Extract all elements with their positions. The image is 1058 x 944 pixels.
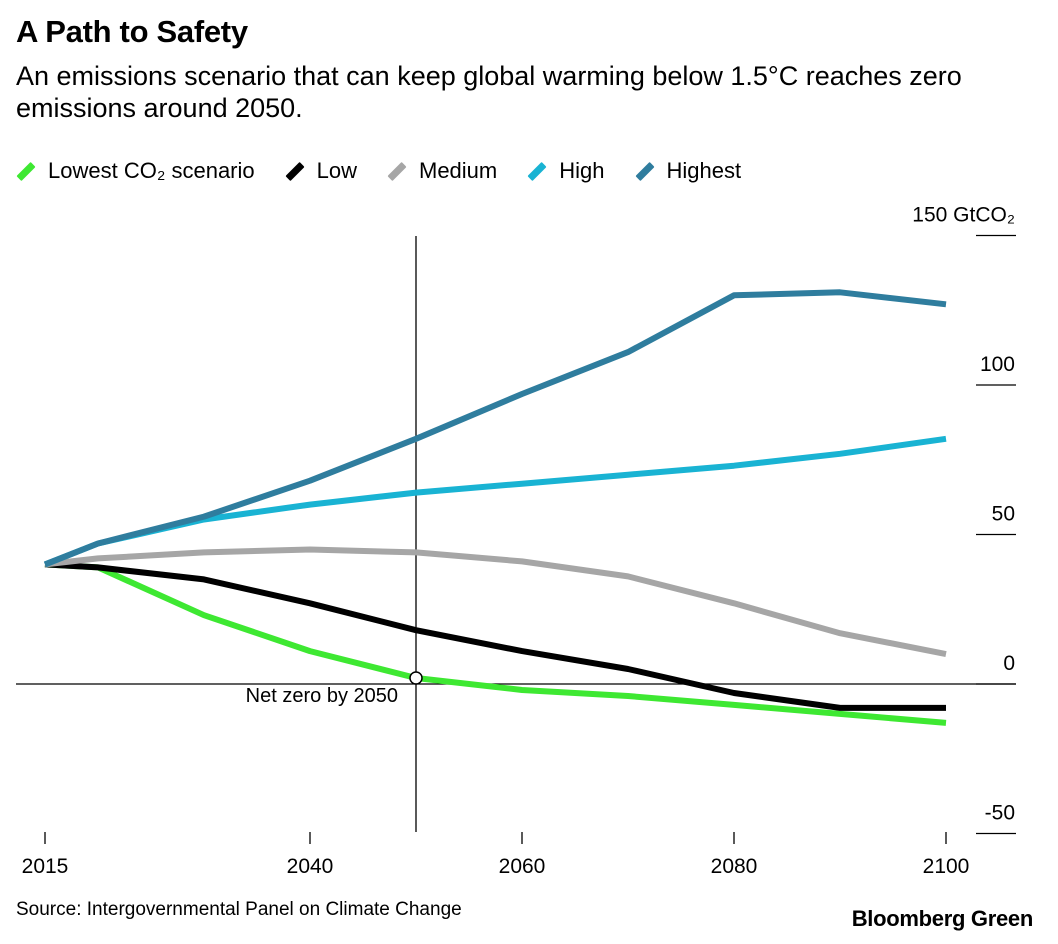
series-line-0: [44, 561, 947, 726]
x-tick-label: 2040: [287, 855, 334, 878]
chart-title: A Path to Safety: [16, 14, 248, 49]
legend-item-high: High: [527, 158, 605, 184]
y-tick-label: 50: [992, 503, 1015, 526]
y-tick-label: 0: [1003, 652, 1015, 675]
legend-item-lowest: Lowest CO₂ scenario: [16, 158, 255, 184]
series-line-3: [43, 435, 947, 568]
legend-label-lowest: Lowest CO₂ scenario: [48, 158, 255, 183]
series-line-2: [44, 546, 947, 658]
legend-item-highest: Highest: [634, 158, 742, 184]
source-note: Source: Intergovernmental Panel on Clima…: [16, 899, 462, 920]
legend-item-medium: Medium: [387, 158, 497, 184]
brand-logo: Bloomberg Green: [851, 906, 1034, 931]
chart-subtitle: An emissions scenario that can keep glob…: [16, 61, 962, 123]
y-tick-label: -50: [985, 802, 1015, 825]
legend-label-medium: Medium: [419, 158, 498, 183]
legend: Lowest CO₂ scenario Low Medium High High…: [16, 158, 771, 184]
y-tick-label: 100: [980, 353, 1015, 376]
series-line-1: [44, 561, 946, 711]
x-tick-label: 2060: [499, 855, 546, 878]
x-tick-label: 2080: [711, 855, 758, 878]
legend-label-highest: Highest: [666, 158, 742, 183]
legend-label-high: High: [559, 158, 605, 183]
legend-label-low: Low: [316, 158, 357, 183]
x-tick-label: 2015: [22, 855, 69, 878]
x-tick-label: 2100: [923, 855, 970, 878]
y-tick-label: 150 GtCO₂: [912, 204, 1015, 227]
net-zero-label: Net zero by 2050: [246, 685, 398, 707]
net-zero-marker: [409, 671, 423, 685]
series-line-4: [43, 289, 947, 568]
legend-item-low: Low: [285, 158, 357, 184]
